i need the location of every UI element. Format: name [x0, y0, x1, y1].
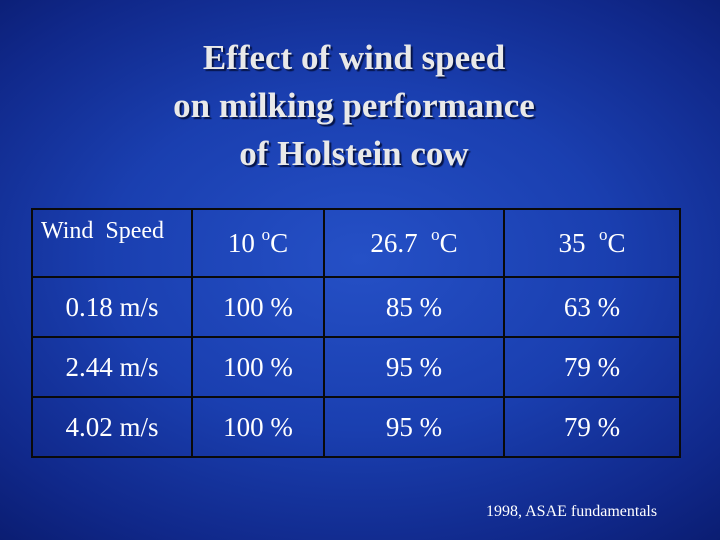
table-row: 0.18 m/s 100 % 85 % 63 % [31, 276, 681, 338]
header-wind-speed: Wind Speed [31, 208, 193, 278]
table-cell: 79 % [503, 396, 681, 458]
header-35c-value: 35 [558, 227, 599, 258]
table-cell: 100 % [191, 336, 325, 398]
title-line-3: of Holstein cow [239, 134, 469, 173]
header-10c-unit: C [270, 227, 289, 258]
header-35c: 35 oC [503, 208, 681, 278]
table-cell: 79 % [503, 336, 681, 398]
header-10c-value: 10 [227, 227, 262, 258]
header-26-7c: 26.7 oC [323, 208, 505, 278]
header-10c: 10 oC [191, 208, 325, 278]
table-cell: 85 % [323, 276, 505, 338]
table-cell: 63 % [503, 276, 681, 338]
header-26-7c-degree: o [431, 224, 440, 244]
header-10c-degree: o [261, 224, 271, 244]
source-citation: 1998, ASAE fundamentals [486, 503, 658, 520]
table-cell: 95 % [323, 336, 505, 398]
milking-performance-table: Wind Speed 10 oC 26.7 oC 35 oC 0.18 m/s … [31, 208, 681, 458]
table-header-row: Wind Speed 10 oC 26.7 oC 35 oC [31, 208, 681, 278]
row-wind-speed: 0.18 m/s [31, 276, 193, 338]
slide-title: Effect of wind speed on milking performa… [0, 34, 708, 178]
title-line-1: Effect of wind speed [202, 38, 506, 77]
table-cell: 100 % [191, 276, 325, 338]
table-row: 4.02 m/s 100 % 95 % 79 % [31, 396, 681, 458]
header-35c-unit: C [607, 227, 626, 258]
title-line-2: on milking performance [173, 86, 535, 125]
table-row: 2.44 m/s 100 % 95 % 79 % [31, 336, 681, 398]
row-wind-speed: 4.02 m/s [31, 396, 193, 458]
header-26-7c-value: 26.7 [370, 227, 432, 258]
header-35c-degree: o [598, 224, 608, 244]
row-wind-speed: 2.44 m/s [31, 336, 193, 398]
table-cell: 100 % [191, 396, 325, 458]
header-26-7c-unit: C [439, 227, 458, 258]
table-cell: 95 % [323, 396, 505, 458]
